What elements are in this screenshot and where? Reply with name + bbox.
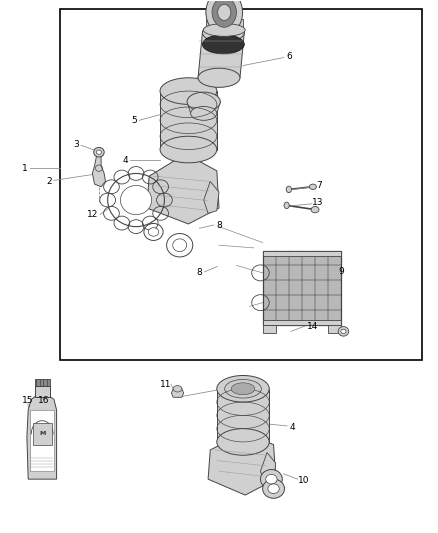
Bar (60, 9, 422, 360)
Ellipse shape (187, 92, 220, 111)
Text: 5: 5 (131, 116, 137, 125)
Ellipse shape (202, 35, 244, 54)
Text: 14: 14 (307, 321, 318, 330)
Ellipse shape (217, 429, 269, 455)
Bar (263, 251, 341, 256)
Text: 12: 12 (87, 210, 98, 219)
Text: 13: 13 (311, 198, 323, 207)
Ellipse shape (212, 0, 237, 27)
Ellipse shape (94, 148, 104, 157)
Ellipse shape (341, 329, 346, 334)
Ellipse shape (148, 228, 159, 236)
Ellipse shape (203, 23, 245, 36)
Ellipse shape (198, 68, 240, 87)
Polygon shape (328, 325, 341, 333)
Polygon shape (261, 453, 276, 484)
Ellipse shape (120, 185, 152, 215)
Ellipse shape (191, 107, 217, 120)
Ellipse shape (286, 186, 291, 192)
Polygon shape (208, 437, 276, 495)
Ellipse shape (160, 78, 217, 104)
Polygon shape (204, 181, 219, 213)
Polygon shape (198, 33, 244, 78)
Text: M: M (39, 431, 46, 437)
Text: 1: 1 (22, 164, 28, 173)
Ellipse shape (263, 479, 285, 498)
Text: 6: 6 (286, 52, 292, 61)
Text: 8: 8 (197, 269, 202, 277)
Bar (35, 378, 50, 386)
Polygon shape (187, 102, 220, 114)
Ellipse shape (268, 484, 279, 494)
Ellipse shape (96, 150, 102, 155)
Bar (263, 320, 341, 325)
Text: 11: 11 (160, 380, 172, 389)
Polygon shape (147, 160, 219, 224)
Ellipse shape (173, 239, 187, 252)
Polygon shape (171, 389, 184, 397)
Ellipse shape (218, 4, 231, 20)
Polygon shape (160, 91, 217, 150)
Ellipse shape (311, 206, 319, 213)
Ellipse shape (231, 383, 255, 395)
Polygon shape (217, 389, 269, 442)
Ellipse shape (338, 327, 349, 336)
Bar (35, 386, 50, 397)
Text: 4: 4 (122, 156, 128, 165)
Text: 9: 9 (339, 268, 344, 276)
Ellipse shape (202, 23, 244, 42)
Ellipse shape (261, 470, 283, 489)
Ellipse shape (284, 202, 289, 208)
Text: 4: 4 (290, 423, 295, 432)
Bar (263, 251, 341, 325)
Ellipse shape (266, 474, 277, 484)
Bar (30, 410, 54, 471)
Text: 16: 16 (38, 396, 49, 405)
Text: 10: 10 (298, 476, 310, 484)
Text: 2: 2 (46, 177, 52, 186)
Ellipse shape (225, 379, 261, 398)
Ellipse shape (309, 184, 316, 189)
Ellipse shape (206, 0, 243, 35)
Ellipse shape (217, 375, 269, 402)
Bar (32, 423, 52, 445)
Polygon shape (92, 155, 106, 187)
Polygon shape (206, 19, 243, 30)
Text: 7: 7 (317, 181, 322, 190)
Ellipse shape (173, 385, 182, 392)
Ellipse shape (160, 136, 217, 163)
Text: 3: 3 (73, 140, 79, 149)
Polygon shape (263, 325, 276, 333)
Polygon shape (27, 397, 57, 479)
Text: 8: 8 (216, 221, 222, 230)
Text: 15: 15 (22, 396, 34, 405)
